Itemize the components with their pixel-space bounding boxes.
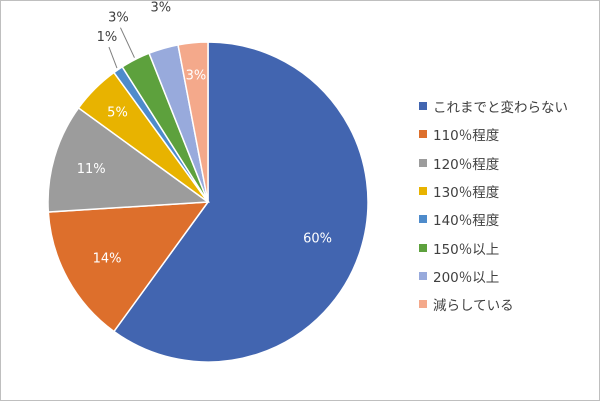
legend-label: 110％程度 [433, 128, 500, 145]
legend-swatch [419, 187, 427, 196]
legend-swatch [419, 130, 427, 139]
slice-data-label: 3% [186, 69, 207, 84]
legend-label: 140％程度 [433, 213, 500, 230]
pie-slice [177, 41, 209, 203]
legend-label: これまでと変わらない [433, 100, 568, 117]
legend-item: 140％程度 [419, 205, 568, 233]
legend-item: これまでと変わらない [419, 92, 568, 120]
legend-label: 150％以上 [433, 241, 500, 258]
legend-label: 200％以上 [433, 269, 500, 286]
legend-swatch [419, 271, 427, 280]
legend-label: 減らしている [433, 298, 514, 315]
legend-swatch [419, 215, 427, 224]
legend-item: 130％程度 [419, 177, 568, 205]
legend-item: 120％程度 [419, 149, 568, 177]
legend-item: 110％程度 [419, 120, 568, 148]
pie-slice [112, 41, 369, 363]
legend-item: 減らしている [419, 290, 568, 318]
legend-label: 130％程度 [433, 185, 500, 202]
slice-data-label: 14% [93, 251, 122, 266]
legend-swatch [419, 243, 427, 252]
slice-data-label: 3% [108, 11, 129, 26]
legend-swatch [419, 300, 427, 309]
legend-swatch [419, 158, 427, 167]
legend-item: 150％以上 [419, 233, 568, 261]
legend-swatch [419, 102, 427, 111]
pie-slice [47, 201, 210, 333]
leader-line [108, 46, 118, 69]
legend-item: 200％以上 [419, 262, 568, 290]
slice-data-label: 11% [77, 162, 106, 177]
slice-data-label: 3% [150, 1, 171, 15]
slice-data-label: 1% [97, 30, 118, 45]
pie-slice [47, 106, 211, 213]
slice-data-label: 5% [107, 105, 128, 120]
legend: これまでと変わらない 110％程度 120％程度 130％程度 140％程度 1… [419, 92, 568, 318]
legend-label: 120％程度 [433, 156, 500, 173]
leader-line [120, 27, 135, 58]
slice-data-label: 60% [303, 232, 332, 247]
